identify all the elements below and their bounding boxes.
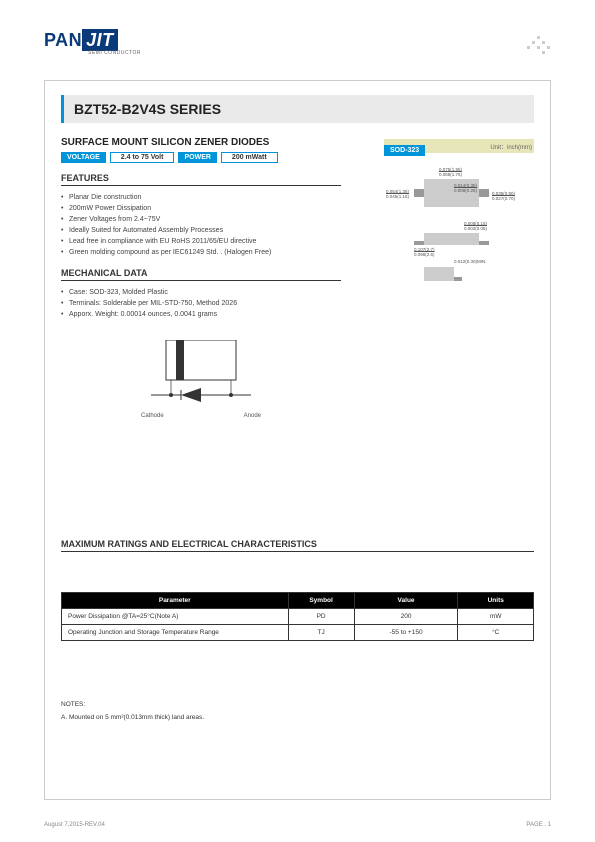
mechanical-header: MECHANICAL DATA	[61, 268, 341, 281]
cathode-label: Cathode	[141, 413, 164, 419]
col-value: Value	[354, 593, 458, 609]
package-column: SOD-323 Unit：inch(mm) 0.075(1.95) 0.068(…	[384, 139, 534, 287]
power-value: 200 mWatt	[221, 152, 278, 163]
mechanical-item: Apporx. Weight: 0.00014 ounces, 0.0041 g…	[61, 309, 341, 320]
mechanical-item: Case: SOD-323, Molded Plastic	[61, 287, 341, 298]
unit-label: Unit：inch(mm)	[490, 142, 532, 151]
mechanical-item: Terminals: Solderable per MIL-STD-750, M…	[61, 298, 341, 309]
cell: PD	[288, 609, 354, 625]
feature-item: Lead free in compliance with EU RoHS 201…	[61, 236, 341, 247]
package-top-view: 0.075(1.95) 0.068(1.75) 0.014(0.35) 0.00…	[384, 161, 534, 219]
voltage-value: 2.4 to 75 Volt	[110, 152, 175, 163]
notes-label: NOTES:	[61, 701, 534, 708]
package-diagrams: 0.075(1.95) 0.068(1.75) 0.014(0.35) 0.00…	[384, 161, 534, 287]
features-list: Planar Die construction 200mW Power Diss…	[61, 192, 341, 258]
cell: TJ	[288, 625, 354, 641]
notes-section: NOTES: A. Mounted on 5 mm²(0.013mm thick…	[61, 701, 534, 721]
table-row: Power Dissipation @TA=25°C(Note A) PD 20…	[62, 609, 534, 625]
cell: -55 to +150	[354, 625, 458, 641]
dim: 0.009(0.25)	[454, 188, 477, 193]
dim: 0.002(0.05)	[464, 226, 487, 231]
cell: Operating Junction and Storage Temperatu…	[62, 625, 289, 641]
brand-pan: PAN	[44, 30, 82, 50]
content-frame: BZT52-B2V4S SERIES SURFACE MOUNT SILICON…	[44, 80, 551, 800]
feature-item: Green molding compound as per IEC61249 S…	[61, 247, 341, 258]
package-side-view: 0.005(0.15) 0.002(0.05) 0.107(2.7) 0.098…	[384, 219, 534, 257]
table-row: Operating Junction and Storage Temperatu…	[62, 625, 534, 641]
package-end-view: 0.012(0.30)MIN.	[384, 257, 534, 287]
spec-row: VOLTAGE 2.4 to 75 Volt POWER 200 mWatt	[61, 152, 341, 163]
dim: 0.012(0.30)MIN.	[454, 259, 487, 264]
feature-item: Zener Voltages from 2.4~75V	[61, 214, 341, 225]
footer-date: August 7,2015-REV.04	[44, 822, 105, 828]
col-units: Units	[458, 593, 534, 609]
cell: 200	[354, 609, 458, 625]
datasheet-page: PANJIT SEMI CONDUCTOR BZT52-B2V4S SERIES…	[0, 0, 595, 842]
diode-icon	[141, 340, 261, 410]
package-label: SOD-323	[384, 145, 425, 156]
table-header-row: Parameter Symbol Value Units	[62, 593, 534, 609]
dim: 0.068(1.75)	[439, 172, 462, 177]
col-parameter: Parameter	[62, 593, 289, 609]
max-ratings-header: MAXIMUM RATINGS AND ELECTRICAL CHARACTER…	[61, 539, 534, 552]
cell: mW	[458, 609, 534, 625]
voltage-label: VOLTAGE	[61, 152, 106, 163]
anode-label: Anode	[244, 413, 261, 419]
decorative-dots	[527, 36, 551, 56]
note-a: A. Mounted on 5 mm²(0.013mm thick) land …	[61, 714, 534, 721]
series-title: BZT52-B2V4S SERIES	[61, 95, 534, 123]
power-label: POWER	[178, 152, 216, 163]
footer-page: PAGE . 1	[526, 822, 551, 828]
mechanical-list: Case: SOD-323, Molded Plastic Terminals:…	[61, 287, 341, 320]
brand-sub: SEMI CONDUCTOR	[88, 50, 141, 56]
diode-symbol: Cathode Anode	[141, 340, 341, 419]
product-subtitle: SURFACE MOUNT SILICON ZENER DIODES	[61, 137, 341, 148]
feature-item: Ideally Suited for Automated Assembly Pr…	[61, 225, 341, 236]
brand-logo: PANJIT	[44, 30, 118, 51]
brand-jit: JIT	[82, 29, 118, 51]
feature-item: Planar Die construction	[61, 192, 341, 203]
features-header: FEATURES	[61, 173, 341, 186]
ratings-table: Parameter Symbol Value Units Power Dissi…	[61, 592, 534, 641]
feature-item: 200mW Power Dissipation	[61, 203, 341, 214]
dim: 0.045(1.15)	[386, 194, 409, 199]
col-symbol: Symbol	[288, 593, 354, 609]
cell: °C	[458, 625, 534, 641]
page-footer: August 7,2015-REV.04 PAGE . 1	[44, 822, 551, 828]
left-column: SURFACE MOUNT SILICON ZENER DIODES VOLTA…	[61, 123, 341, 419]
cell: Power Dissipation @TA=25°C(Note A)	[62, 609, 289, 625]
dim: 0.027(0.70)	[492, 196, 515, 201]
